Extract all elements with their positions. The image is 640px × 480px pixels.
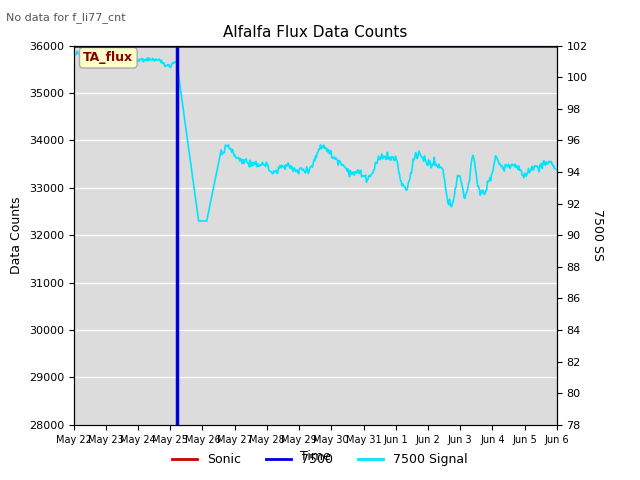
Text: TA_flux: TA_flux <box>83 51 133 64</box>
Y-axis label: Data Counts: Data Counts <box>10 196 23 274</box>
X-axis label: Time: Time <box>300 450 331 463</box>
Text: No data for f_li77_cnt: No data for f_li77_cnt <box>6 12 126 23</box>
Y-axis label: 7500 SS: 7500 SS <box>591 209 604 261</box>
Legend: Sonic, 7500, 7500 Signal: Sonic, 7500, 7500 Signal <box>167 448 473 471</box>
Title: Alfalfa Flux Data Counts: Alfalfa Flux Data Counts <box>223 25 408 40</box>
